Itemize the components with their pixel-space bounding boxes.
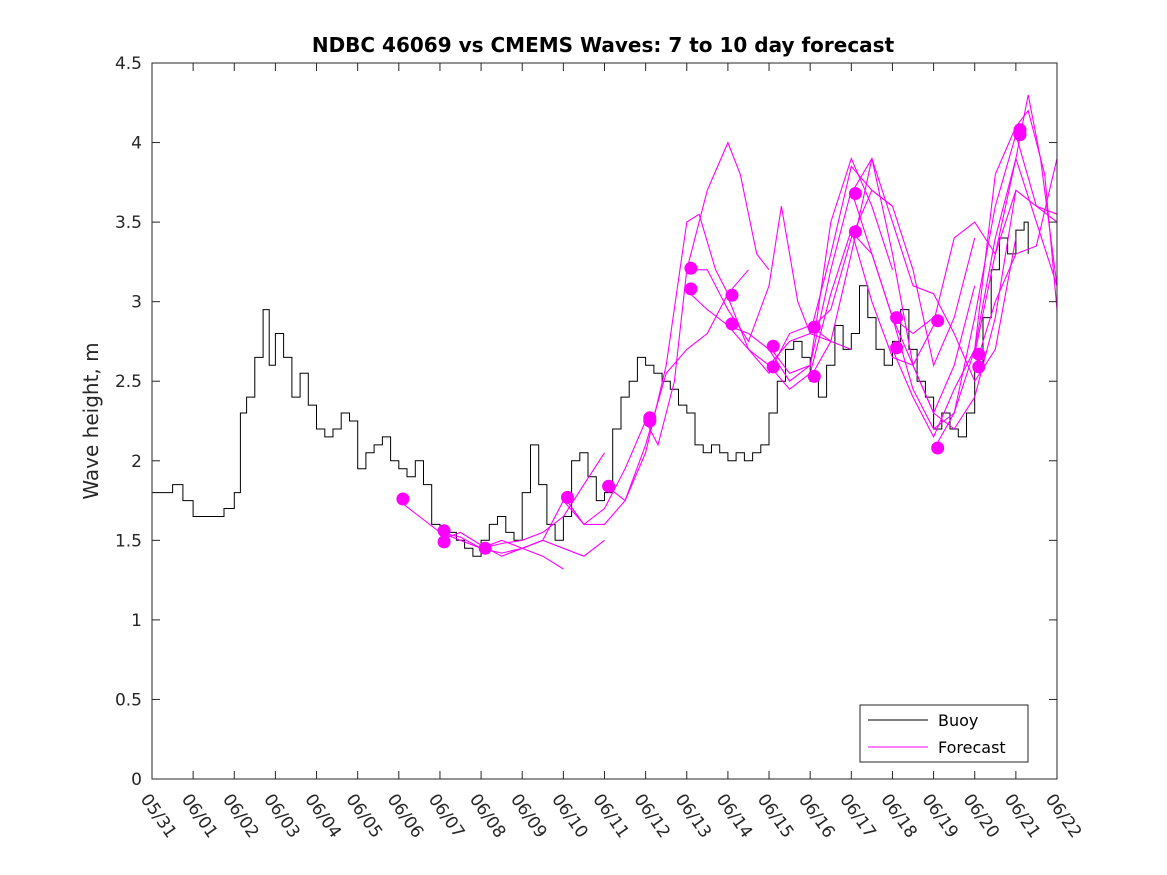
forecast-line — [891, 132, 1058, 430]
forecast-line — [850, 190, 1017, 430]
forecast-marker — [684, 261, 698, 275]
y-tick-label: 3 — [131, 293, 142, 313]
forecast-line — [933, 109, 1058, 450]
forecast-marker — [807, 320, 821, 334]
forecast-marker — [437, 535, 451, 549]
legend-forecast-label: Forecast — [938, 738, 1006, 757]
forecast-marker — [478, 541, 492, 555]
forecast-markers — [396, 123, 1027, 555]
forecast-line — [933, 94, 1058, 323]
x-tick-label: 06/21 — [1000, 790, 1044, 842]
forecast-marker — [725, 288, 739, 302]
y-tick-label: 3.5 — [115, 213, 142, 233]
forecast-line — [686, 206, 831, 343]
forecast-marker — [931, 441, 945, 455]
forecast-marker — [890, 311, 904, 325]
x-tick-label: 06/09 — [506, 790, 550, 842]
forecast-line — [974, 158, 1058, 369]
x-tick-label: 06/10 — [547, 790, 591, 842]
y-tick-label: 0 — [131, 770, 142, 790]
legend-box — [859, 704, 1029, 763]
x-tick-label: 06/22 — [1041, 790, 1085, 842]
x-tick-label: 06/20 — [959, 790, 1003, 842]
x-tick-label: 06/13 — [671, 790, 715, 842]
forecast-line — [645, 141, 770, 447]
forecast-line — [562, 293, 729, 525]
legend: Buoy Forecast — [859, 704, 1029, 763]
forecast-marker — [848, 225, 862, 239]
x-tick-label: 06/14 — [712, 790, 756, 842]
forecast-marker — [972, 360, 986, 374]
y-tick-label: 0.5 — [115, 690, 142, 710]
x-tick-label: 06/19 — [917, 790, 961, 842]
x-tick-label: 06/15 — [753, 790, 797, 842]
forecast-line — [686, 290, 852, 375]
y-tick-label: 2 — [131, 452, 142, 472]
forecast-line — [850, 157, 1017, 383]
plot-background — [152, 63, 1057, 779]
x-tick-label: 06/11 — [588, 790, 632, 842]
forecast-line — [809, 189, 976, 368]
legend-buoy-label: Buoy — [938, 711, 978, 730]
forecast-marker — [972, 347, 986, 361]
forecast-line — [439, 452, 605, 549]
x-tick-label: 06/04 — [300, 790, 344, 842]
x-tick-label: 06/07 — [424, 790, 468, 842]
y-axis: 0 0.5 1 1.5 2 2.5 3 3.5 4 4.5 — [115, 54, 1057, 790]
x-tick-label: 06/17 — [835, 790, 879, 842]
forecast-marker — [643, 414, 657, 428]
forecast-marker — [684, 282, 698, 296]
forecast-marker — [931, 314, 945, 328]
x-tick-label: 06/03 — [259, 790, 303, 842]
forecast-line — [809, 158, 976, 415]
forecast-series-group — [398, 94, 1058, 570]
x-tick-label: 06/02 — [218, 790, 262, 842]
y-tick-label: 1 — [131, 611, 142, 631]
x-tick-label: 06/12 — [630, 790, 674, 842]
forecast-marker — [1013, 128, 1027, 142]
y-tick-label: 4 — [131, 134, 142, 154]
y-tick-label: 4.5 — [115, 54, 142, 74]
forecast-line — [727, 165, 893, 367]
forecast-marker — [602, 479, 616, 493]
x-tick-label: 06/16 — [794, 790, 838, 842]
y-tick-label: 1.5 — [115, 531, 142, 551]
x-tick-label: 06/05 — [342, 790, 386, 842]
forecast-line — [604, 213, 749, 502]
x-tick-label: 06/08 — [465, 790, 509, 842]
forecast-line — [974, 189, 1058, 355]
y-axis-label: Wave height, m — [79, 342, 103, 499]
forecast-marker — [725, 317, 739, 331]
y-tick-label: 2.5 — [115, 372, 142, 392]
x-tick-label: 06/06 — [383, 790, 427, 842]
chart-title: NDBC 46069 vs CMEMS Waves: 7 to 10 day f… — [312, 33, 895, 57]
forecast-marker — [766, 360, 780, 374]
forecast-marker — [766, 339, 780, 353]
forecast-marker — [807, 369, 821, 383]
forecast-marker — [396, 492, 410, 506]
x-tick-label: 05/31 — [136, 790, 180, 842]
x-tick-label: 06/01 — [177, 790, 221, 842]
forecast-marker — [890, 341, 904, 355]
forecast-marker — [561, 490, 574, 504]
x-tick-label: 06/18 — [876, 790, 920, 842]
forecast-marker — [437, 524, 451, 538]
forecast-marker — [848, 187, 862, 200]
